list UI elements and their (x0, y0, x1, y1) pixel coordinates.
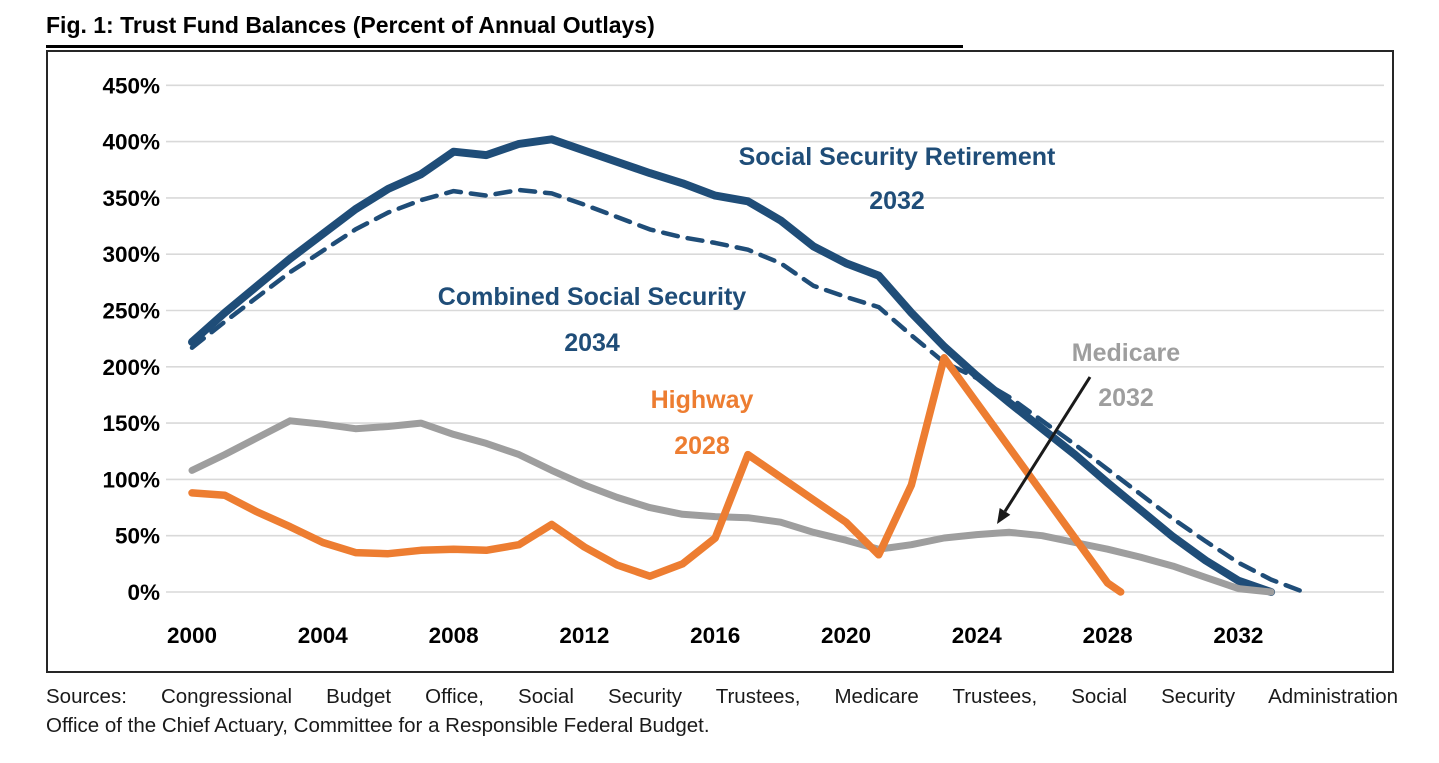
sources-line-2: Office of the Chief Actuary, Committee f… (46, 714, 710, 737)
ytick-label-100: 100% (102, 467, 160, 492)
sources-line-1: Sources: Congressional Budget Office, So… (46, 685, 1398, 708)
label-combined-social-security-year: 2034 (564, 329, 620, 357)
series-line-highway (188, 354, 1125, 596)
label-highway-year: 2028 (674, 432, 730, 460)
ytick-label-400: 400% (102, 130, 160, 155)
xtick-label-2024: 2024 (952, 623, 1003, 648)
ytick-label-450: 450% (102, 73, 160, 98)
ytick-label-250: 250% (102, 299, 160, 324)
ytick-label-200: 200% (102, 355, 160, 380)
ytick-label-50: 50% (115, 524, 160, 549)
label-medicare-name: Medicare (1072, 339, 1180, 367)
medicare-arrow-line (1003, 376, 1092, 513)
xtick-label-2008: 2008 (429, 623, 479, 648)
ytick-label-150: 150% (102, 411, 160, 436)
series-line-social-security-retirement (188, 135, 1276, 596)
sources-note: Sources: Congressional Budget Office, So… (46, 682, 1398, 740)
series-line-combined-social-security (189, 187, 1307, 595)
xtick-label-2028: 2028 (1083, 623, 1133, 648)
label-medicare-year: 2032 (1098, 384, 1154, 412)
label-combined-social-security-name: Combined Social Security (438, 283, 747, 311)
label-highway-name: Highway (651, 386, 754, 414)
ytick-label-0: 0% (127, 580, 160, 605)
chart-area: 0% 50% 100% 150% 200% 250% 300% 350% 400% 450% 200… (46, 50, 1394, 673)
label-social-security-retirement-year: 2032 (869, 187, 925, 215)
xtick-label-2016: 2016 (690, 623, 740, 648)
ytick-label-350: 350% (102, 186, 160, 211)
figure-title: Fig. 1: Trust Fund Balances (Percent of … (46, 12, 963, 48)
ytick-label-300: 300% (102, 242, 160, 267)
xtick-label-2020: 2020 (821, 623, 871, 648)
xtick-label-2012: 2012 (559, 623, 609, 648)
chart-svg: 0% 50% 100% 150% 200% 250% 300% 350% 400% 450% 200… (102, 73, 1384, 648)
xtick-label-2004: 2004 (298, 623, 349, 648)
medicare-arrow-head (997, 507, 1011, 524)
xtick-label-2000: 2000 (167, 623, 217, 648)
label-social-security-retirement-name: Social Security Retirement (739, 143, 1056, 171)
series-line-medicare (188, 417, 1275, 596)
xtick-label-2032: 2032 (1213, 623, 1263, 648)
